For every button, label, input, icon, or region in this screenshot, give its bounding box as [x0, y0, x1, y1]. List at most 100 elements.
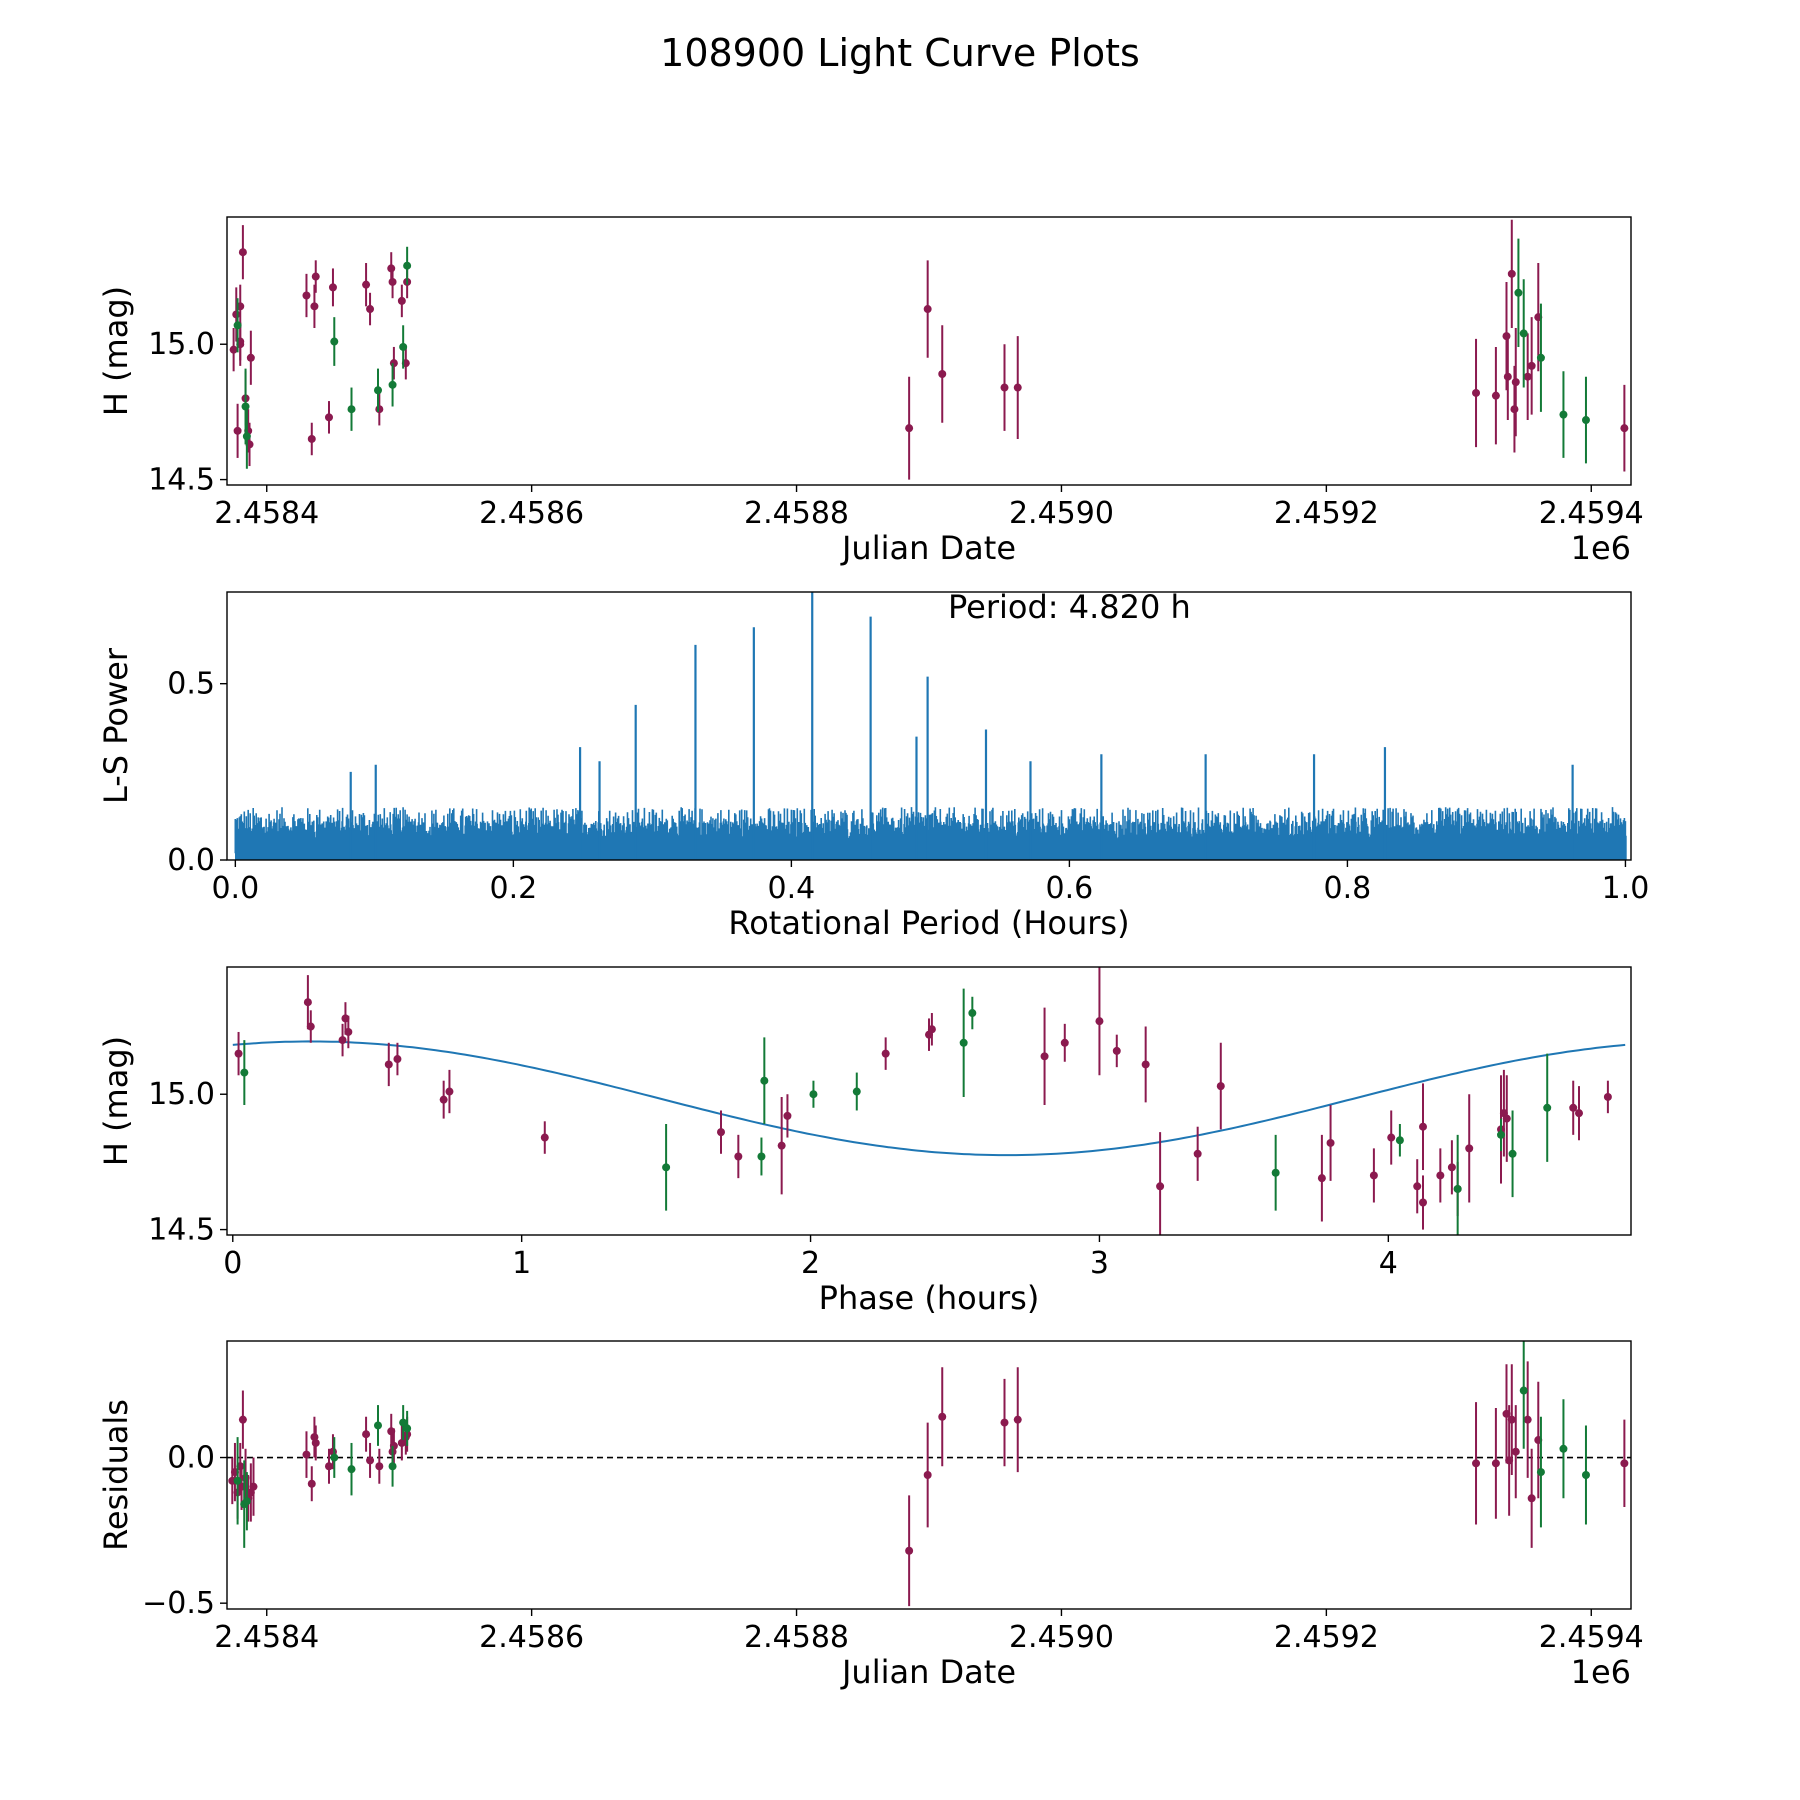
- lightcurve-panel: 2.4584 2.4586 2.4588 2.4590 2.4592 2.4594 14.5…: [97, 216, 1644, 567]
- residuals-xtick-label-3: 2.4590: [1009, 1620, 1114, 1655]
- g-band-point-2: [242, 1497, 251, 1506]
- g-band-point-11: [1536, 353, 1545, 362]
- g-band-point-10: [1519, 329, 1528, 338]
- r-band-point-12: [734, 1152, 743, 1161]
- r-band-point-14: [324, 1462, 333, 1471]
- r-band-point-32: [1419, 1198, 1427, 1207]
- r-band-point-33: [1436, 1171, 1445, 1180]
- g-band-point-10: [1536, 1468, 1545, 1477]
- lightcurve-xtick-label-3: 2.4590: [1009, 496, 1114, 531]
- r-band-point-12: [307, 434, 316, 443]
- r-band-point-19: [375, 405, 384, 414]
- g-band-point-4: [347, 405, 356, 414]
- g-band-point-3: [330, 337, 339, 346]
- g-band-point-12: [1581, 1471, 1590, 1479]
- model-fit-curve: [232, 1040, 1626, 1157]
- g-band-point-10: [1453, 1184, 1462, 1193]
- lightcurve-xtick-label-0: 2.4584: [214, 496, 319, 531]
- residuals-xtick-label-5: 2.4594: [1539, 1620, 1644, 1655]
- r-band-point-0: [229, 345, 238, 354]
- r-band-point-18: [366, 305, 375, 314]
- r-band-point-10: [302, 1450, 311, 1459]
- r-band-point-30: [1413, 1182, 1422, 1191]
- r-band-point-14: [783, 1111, 792, 1120]
- r-band-point-29: [1013, 1415, 1022, 1424]
- g-band-point-2: [242, 432, 251, 441]
- r-band-point-28: [1369, 1171, 1378, 1180]
- phased-xtick-label-3: 3: [1090, 1246, 1109, 1281]
- g-band-point-11: [1559, 1444, 1568, 1453]
- periodogram-axes-frame: [226, 591, 1632, 861]
- r-band-point-1: [232, 310, 241, 319]
- r-band-point-29: [1387, 1133, 1396, 1142]
- g-band-point-6: [388, 380, 397, 389]
- r-band-point-38: [1523, 372, 1532, 381]
- residuals-axes-frame: [226, 1340, 1632, 1610]
- r-band-point-28: [1000, 1418, 1009, 1427]
- g-band-point-11: [1497, 1130, 1505, 1139]
- g-band-point-3: [760, 1076, 769, 1085]
- r-band-point-39: [1620, 1459, 1629, 1468]
- g-band-point-0: [233, 1476, 242, 1485]
- r-band-point-10: [540, 1133, 549, 1142]
- r-band-point-30: [1472, 1459, 1481, 1468]
- residuals-xtick-label-0: 2.4584: [214, 1620, 319, 1655]
- periodogram-xtick-label-2: 0.4: [768, 871, 816, 906]
- lightcurve-xtick-label-2: 2.4588: [744, 496, 849, 531]
- residuals-xtick-label-1: 2.4586: [479, 1620, 584, 1655]
- r-band-point-5: [238, 1415, 247, 1424]
- r-band-point-28: [938, 370, 947, 379]
- residuals-xlabel: Julian Date: [840, 1653, 1016, 1691]
- g-band-point-3: [330, 1453, 339, 1462]
- r-band-point-36: [1523, 1415, 1532, 1424]
- r-band-point-1: [303, 998, 312, 1007]
- r-band-point-36: [1465, 1144, 1474, 1153]
- phased-xtick-label-2: 2: [801, 1246, 820, 1281]
- r-band-point-42: [1603, 1092, 1612, 1101]
- phased-axes-frame: [226, 966, 1632, 1236]
- r-band-point-13: [777, 1141, 786, 1150]
- r-band-point-16: [328, 283, 337, 292]
- residuals-x-offset-label: 1e6: [1571, 1653, 1631, 1691]
- r-band-point-10: [246, 353, 255, 362]
- g-band-point-1: [662, 1163, 671, 1172]
- r-band-point-40: [1569, 1103, 1578, 1112]
- r-band-point-20: [1095, 1017, 1104, 1026]
- lightcurve-ytick-label-0: 14.5: [148, 463, 215, 498]
- r-band-point-13: [311, 1438, 320, 1447]
- r-band-point-37: [1527, 1494, 1536, 1503]
- g-band-point-8: [403, 1424, 412, 1433]
- r-band-point-29: [1000, 383, 1009, 392]
- r-band-point-27: [923, 305, 932, 314]
- periodogram-xtick-label-0: 0.0: [211, 871, 259, 906]
- g-band-point-5: [852, 1087, 861, 1096]
- r-band-point-27: [938, 1412, 947, 1421]
- g-band-point-9: [1519, 1386, 1528, 1395]
- g-band-point-7: [968, 1009, 977, 1018]
- r-band-point-21: [389, 1441, 398, 1450]
- lightcurve-plot-area: [229, 219, 1629, 480]
- ls-power-spectrum: [234, 807, 1627, 860]
- g-band-point-1: [241, 402, 250, 411]
- periodogram-ylabel: L-S Power: [97, 647, 135, 804]
- r-band-point-22: [397, 1438, 406, 1447]
- r-band-point-9: [249, 1482, 258, 1491]
- figure-title: 108900 Light Curve Plots: [660, 31, 1140, 75]
- r-band-point-6: [238, 248, 247, 257]
- r-band-point-2: [306, 1022, 315, 1031]
- residuals-plot-area: [227, 1341, 1631, 1607]
- r-band-point-39: [1502, 1114, 1511, 1123]
- r-band-point-35: [1507, 269, 1516, 278]
- lightcurve-ylabel: H (mag): [97, 286, 135, 416]
- g-band-point-6: [388, 1462, 397, 1471]
- residuals-ytick-label-1: 0.0: [167, 1441, 215, 1476]
- g-band-point-0: [240, 1068, 249, 1077]
- lightcurve-xtick-label-5: 2.4594: [1539, 496, 1644, 531]
- periodogram-plot-area: [234, 592, 1627, 860]
- r-band-point-25: [905, 1546, 914, 1555]
- g-band-point-12: [1559, 410, 1568, 419]
- r-band-point-35: [1511, 1447, 1520, 1456]
- r-band-point-3: [338, 1036, 347, 1045]
- r-band-point-24: [1193, 1149, 1202, 1158]
- lightcurve-x-offset-label: 1e6: [1571, 529, 1631, 567]
